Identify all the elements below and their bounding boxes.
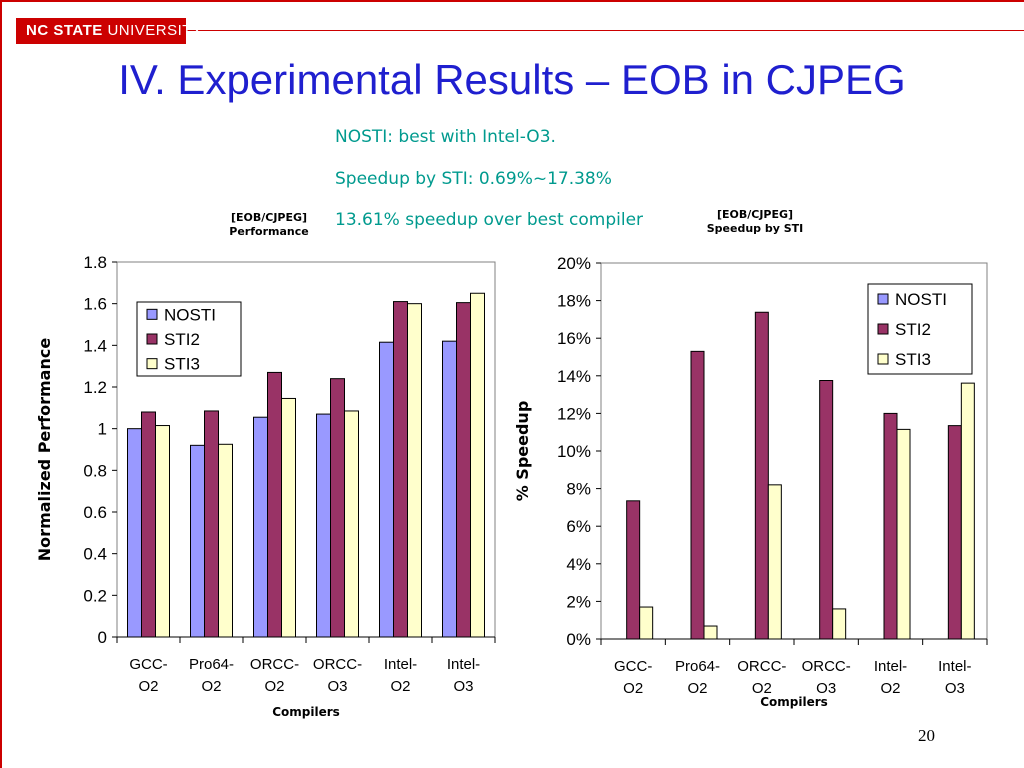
chart1-legend-swatch-sti3 — [146, 358, 158, 370]
chart1-x-axis-title: Compilers — [272, 705, 340, 719]
chart2-ytick-label: 10% — [557, 442, 591, 461]
header-rule — [186, 30, 1024, 31]
chart1-bar-sti3 — [470, 292, 485, 638]
chart2-header-line2: Speedup by STI — [706, 222, 804, 235]
chart2-legend-swatch-sti3 — [877, 353, 889, 365]
chart2-category-label: ORCC-O2 — [737, 658, 786, 697]
chart2-ytick-label: 2% — [566, 592, 591, 611]
chart1-category-label: Intel-O2 — [384, 656, 417, 695]
chart2-bar-sti2 — [754, 311, 769, 640]
chart2-bar-sti2 — [947, 425, 962, 640]
frame-top-border — [0, 0, 1024, 2]
chart1-legend-swatch-nosti — [146, 308, 158, 320]
chart1-bar-nosti — [379, 341, 394, 638]
chart1-ytick-label: 0.4 — [83, 545, 107, 564]
chart2-y-axis-title: % Speedup — [513, 401, 532, 502]
chart1-bar-nosti — [190, 444, 205, 638]
chart2-bar-sti2 — [819, 380, 834, 640]
chart1-legend-swatch-sti2 — [146, 333, 158, 345]
chart1-ytick-label: 1.2 — [83, 378, 107, 397]
chart2-legend-swatch-sti2 — [877, 323, 889, 335]
chart1-bar-sti2 — [204, 410, 219, 638]
chart1-category-label: ORCC-O3 — [313, 656, 362, 695]
chart2-category-label: Pro64-O2 — [675, 658, 720, 697]
chart1-bar-sti3 — [155, 425, 170, 638]
note-line-1: NOSTI: best with Intel-O3. — [335, 127, 556, 147]
university-logo: NC STATE UNIVERSITY — [16, 18, 202, 44]
chart1-category-label: ORCC-O2 — [250, 656, 299, 695]
chart2-ytick-label: 14% — [557, 367, 591, 386]
chart2-legend-label-nosti: NOSTI — [895, 290, 947, 309]
chart1-bar-sti2 — [393, 301, 408, 638]
chart2-ytick-label: 0% — [566, 630, 591, 649]
chart1-bar-nosti — [316, 413, 331, 638]
chart2-bar-sti3 — [703, 625, 718, 640]
chart1-category-label: Intel-O3 — [447, 656, 480, 695]
chart1-legend-label-sti2: STI2 — [164, 330, 200, 349]
chart2-ytick-label: 12% — [557, 404, 591, 423]
chart1-ytick-label: 1.4 — [83, 336, 107, 355]
chart1-legend-label-sti3: STI3 — [164, 355, 200, 374]
chart1-header: [EOB/CJPEG] Performance — [214, 211, 324, 239]
chart2-bar-sti3 — [832, 608, 847, 640]
chart2-ytick-label: 18% — [557, 292, 591, 311]
note-line-3: 13.61% speedup over best compiler — [335, 210, 644, 230]
chart2-category-label: Intel-O2 — [874, 658, 907, 697]
chart2-legend-label-sti3: STI3 — [895, 350, 931, 369]
chart2-bar-sti2 — [883, 412, 898, 640]
chart2-ytick-label: 20% — [557, 254, 591, 273]
chart1-ytick-label: 0.2 — [83, 586, 107, 605]
chart2-ytick-label: 16% — [557, 329, 591, 348]
chart1-bar-nosti — [127, 428, 142, 638]
chart2-legend-label-sti2: STI2 — [895, 320, 931, 339]
logo-text: UNIVERSITY — [102, 22, 203, 39]
chart1-bar-nosti — [253, 416, 268, 638]
page-number: 20 — [918, 726, 935, 745]
chart1-bar-sti3 — [407, 303, 422, 638]
chart2-ytick-label: 4% — [566, 555, 591, 574]
chart1-bar-sti3 — [218, 443, 233, 638]
chart1-ytick-label: 0 — [98, 628, 107, 647]
chart2-ytick-label: 6% — [566, 517, 591, 536]
logo-bold-text: NC STATE — [26, 22, 103, 39]
chart1-category-label: Pro64-O2 — [189, 656, 234, 695]
chart1-header-line2: Performance — [229, 225, 309, 238]
chart2-header-line1: [EOB/CJPEG] — [716, 208, 794, 221]
note-line-2: Speedup by STI: 0.69%~17.38% — [335, 169, 612, 189]
chart1-bar-sti2 — [141, 411, 156, 638]
chart2-header: [EOB/CJPEG] Speedup by STI — [695, 208, 815, 236]
chart2-category-label: ORCC-O3 — [802, 658, 851, 697]
chart1-ytick-label: 1.8 — [83, 253, 107, 272]
slide-title: IV. Experimental Results – EOB in CJPEG — [118, 56, 906, 103]
chart1-bar-nosti — [442, 340, 457, 638]
chart1-bar-sti2 — [330, 378, 345, 638]
chart1-category-label: GCC-O2 — [129, 656, 167, 695]
chart2-x-axis-title: Compilers — [760, 695, 828, 709]
chart2-bar-sti2 — [626, 500, 641, 640]
chart1-bar-sti3 — [344, 410, 359, 638]
chart1-bar-sti2 — [267, 371, 282, 638]
chart1-ytick-label: 0.6 — [83, 503, 107, 522]
chart1-ytick-label: 1.6 — [83, 295, 107, 314]
chart1-ytick-label: 0.8 — [83, 461, 107, 480]
chart2-bar-sti3 — [767, 484, 782, 640]
chart2-bar-sti3 — [960, 382, 975, 640]
chart2-bar-sti2 — [690, 350, 705, 640]
chart2-category-label: Intel-O3 — [938, 658, 971, 697]
chart2-ytick-label: 8% — [566, 480, 591, 499]
chart1-bar-sti3 — [281, 397, 296, 638]
chart1-ytick-label: 1 — [98, 420, 107, 439]
chart2-legend-swatch-nosti — [877, 293, 889, 305]
chart2-bar-sti3 — [896, 428, 911, 640]
chart1-y-axis-title: Normalized Performance — [35, 338, 54, 562]
frame-left-border — [0, 0, 2, 768]
chart1-legend-label-nosti: NOSTI — [164, 305, 216, 324]
chart2-bar-sti3 — [639, 606, 654, 640]
chart1-header-line1: [EOB/CJPEG] — [230, 211, 308, 224]
chart2-category-label: GCC-O2 — [614, 658, 652, 697]
chart1-bar-sti2 — [456, 302, 471, 638]
